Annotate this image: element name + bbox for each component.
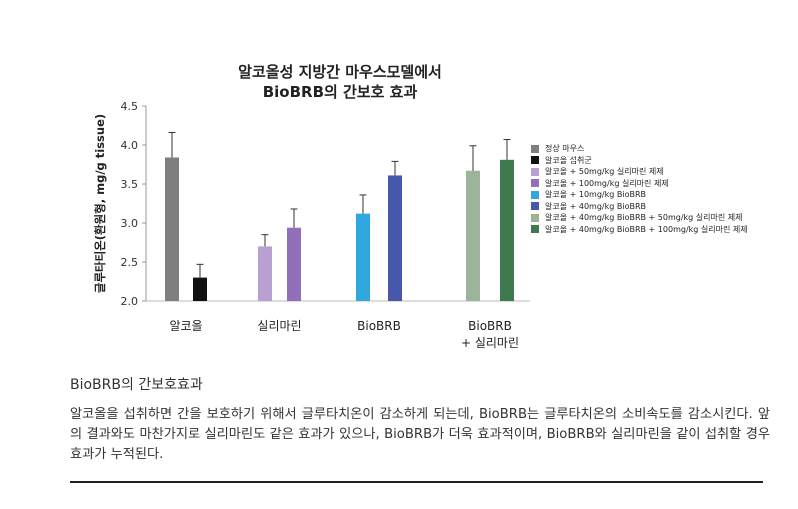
legend-label: 알코올 + 40mg/kg BioBRB + 50mg/kg 실리마린 제제 — [545, 213, 743, 223]
bar-chart: 2.0 2.5 3.0 3.5 4.0 4.5 글루타티온(환원형, mg/g tissue… — [93, 100, 530, 350]
legend-item: 알코올 + 40mg/kg BioBRB — [531, 201, 748, 213]
legend-item: 알코올 + 40mg/kg BioBRB + 100mg/kg 실리마린 제제 — [531, 224, 748, 236]
group-label: 실리마린 — [257, 319, 301, 333]
caption-title: BioBRB의 간보호효과 — [70, 377, 203, 393]
chart-title-line1: 알코올성 지방간 마우스모델에서 — [238, 63, 442, 81]
bar — [356, 213, 370, 301]
y-tick-label: 4.5 — [121, 100, 139, 113]
bar — [466, 170, 480, 301]
caption-body: 알코올을 섭취하면 간을 보호하기 위해서 글루타치온이 감소하게 되는데, B… — [70, 407, 770, 462]
legend-label: 알코올 섭취군 — [545, 155, 592, 165]
legend-swatch — [531, 202, 539, 211]
group-label: BioBRB — [357, 319, 401, 333]
legend-item: 알코올 + 50mg/kg 실리마린 제제 — [531, 166, 748, 178]
legend-label: 정상 마우스 — [545, 144, 585, 154]
bar — [193, 277, 207, 301]
bar — [287, 227, 301, 301]
legend-item: 알코올 + 100mg/kg 실리마린 제제 — [531, 178, 748, 190]
y-axis-label: 글루타티온(환원형, mg/g tissue) — [93, 114, 107, 293]
y-tick-label: 4.0 — [121, 139, 139, 152]
legend-swatch — [531, 213, 539, 222]
y-tick-label: 3.0 — [121, 217, 139, 230]
bar — [500, 159, 514, 301]
chart-title-line2: BioBRB의 간보호 효과 — [262, 83, 418, 101]
bar — [388, 175, 402, 301]
legend-swatch — [531, 156, 539, 165]
legend-label: 알코올 + 40mg/kg BioBRB — [545, 201, 647, 211]
y-tick-label: 2.5 — [121, 256, 139, 269]
legend-label: 알코올 + 10mg/kg BioBRB — [545, 190, 647, 200]
bar — [165, 157, 179, 301]
legend-item: 정상 마우스 — [531, 143, 748, 155]
legend-label: 알코올 + 40mg/kg BioBRB + 100mg/kg 실리마린 제제 — [545, 224, 748, 234]
legend-swatch — [531, 179, 539, 188]
legend-item: 알코올 + 40mg/kg BioBRB + 50mg/kg 실리마린 제제 — [531, 212, 748, 224]
group-label: + 실리마린 — [461, 336, 519, 350]
legend-swatch — [531, 225, 539, 234]
chart-legend: 정상 마우스 알코올 섭취군 알코올 + 50mg/kg 실리마린 제제 알코올 + … — [531, 143, 748, 235]
legend-swatch — [531, 144, 539, 153]
group-label: BioBRB — [468, 319, 512, 333]
y-tick-label: 3.5 — [121, 178, 139, 191]
bar — [258, 246, 272, 301]
group-label: 알코올 — [169, 319, 202, 333]
y-tick-label: 2.0 — [121, 295, 139, 308]
legend-swatch — [531, 190, 539, 199]
legend-label: 알코올 + 50mg/kg 실리마린 제제 — [545, 167, 664, 177]
legend-item: 알코올 + 10mg/kg BioBRB — [531, 189, 748, 201]
chart-title: 알코올성 지방간 마우스모델에서 BioBRB의 간보호 효과 — [150, 62, 530, 102]
legend-swatch — [531, 167, 539, 176]
divider-rule — [70, 481, 763, 483]
legend-label: 알코올 + 100mg/kg 실리마린 제제 — [545, 178, 669, 188]
legend-item: 알코올 섭취군 — [531, 155, 748, 167]
